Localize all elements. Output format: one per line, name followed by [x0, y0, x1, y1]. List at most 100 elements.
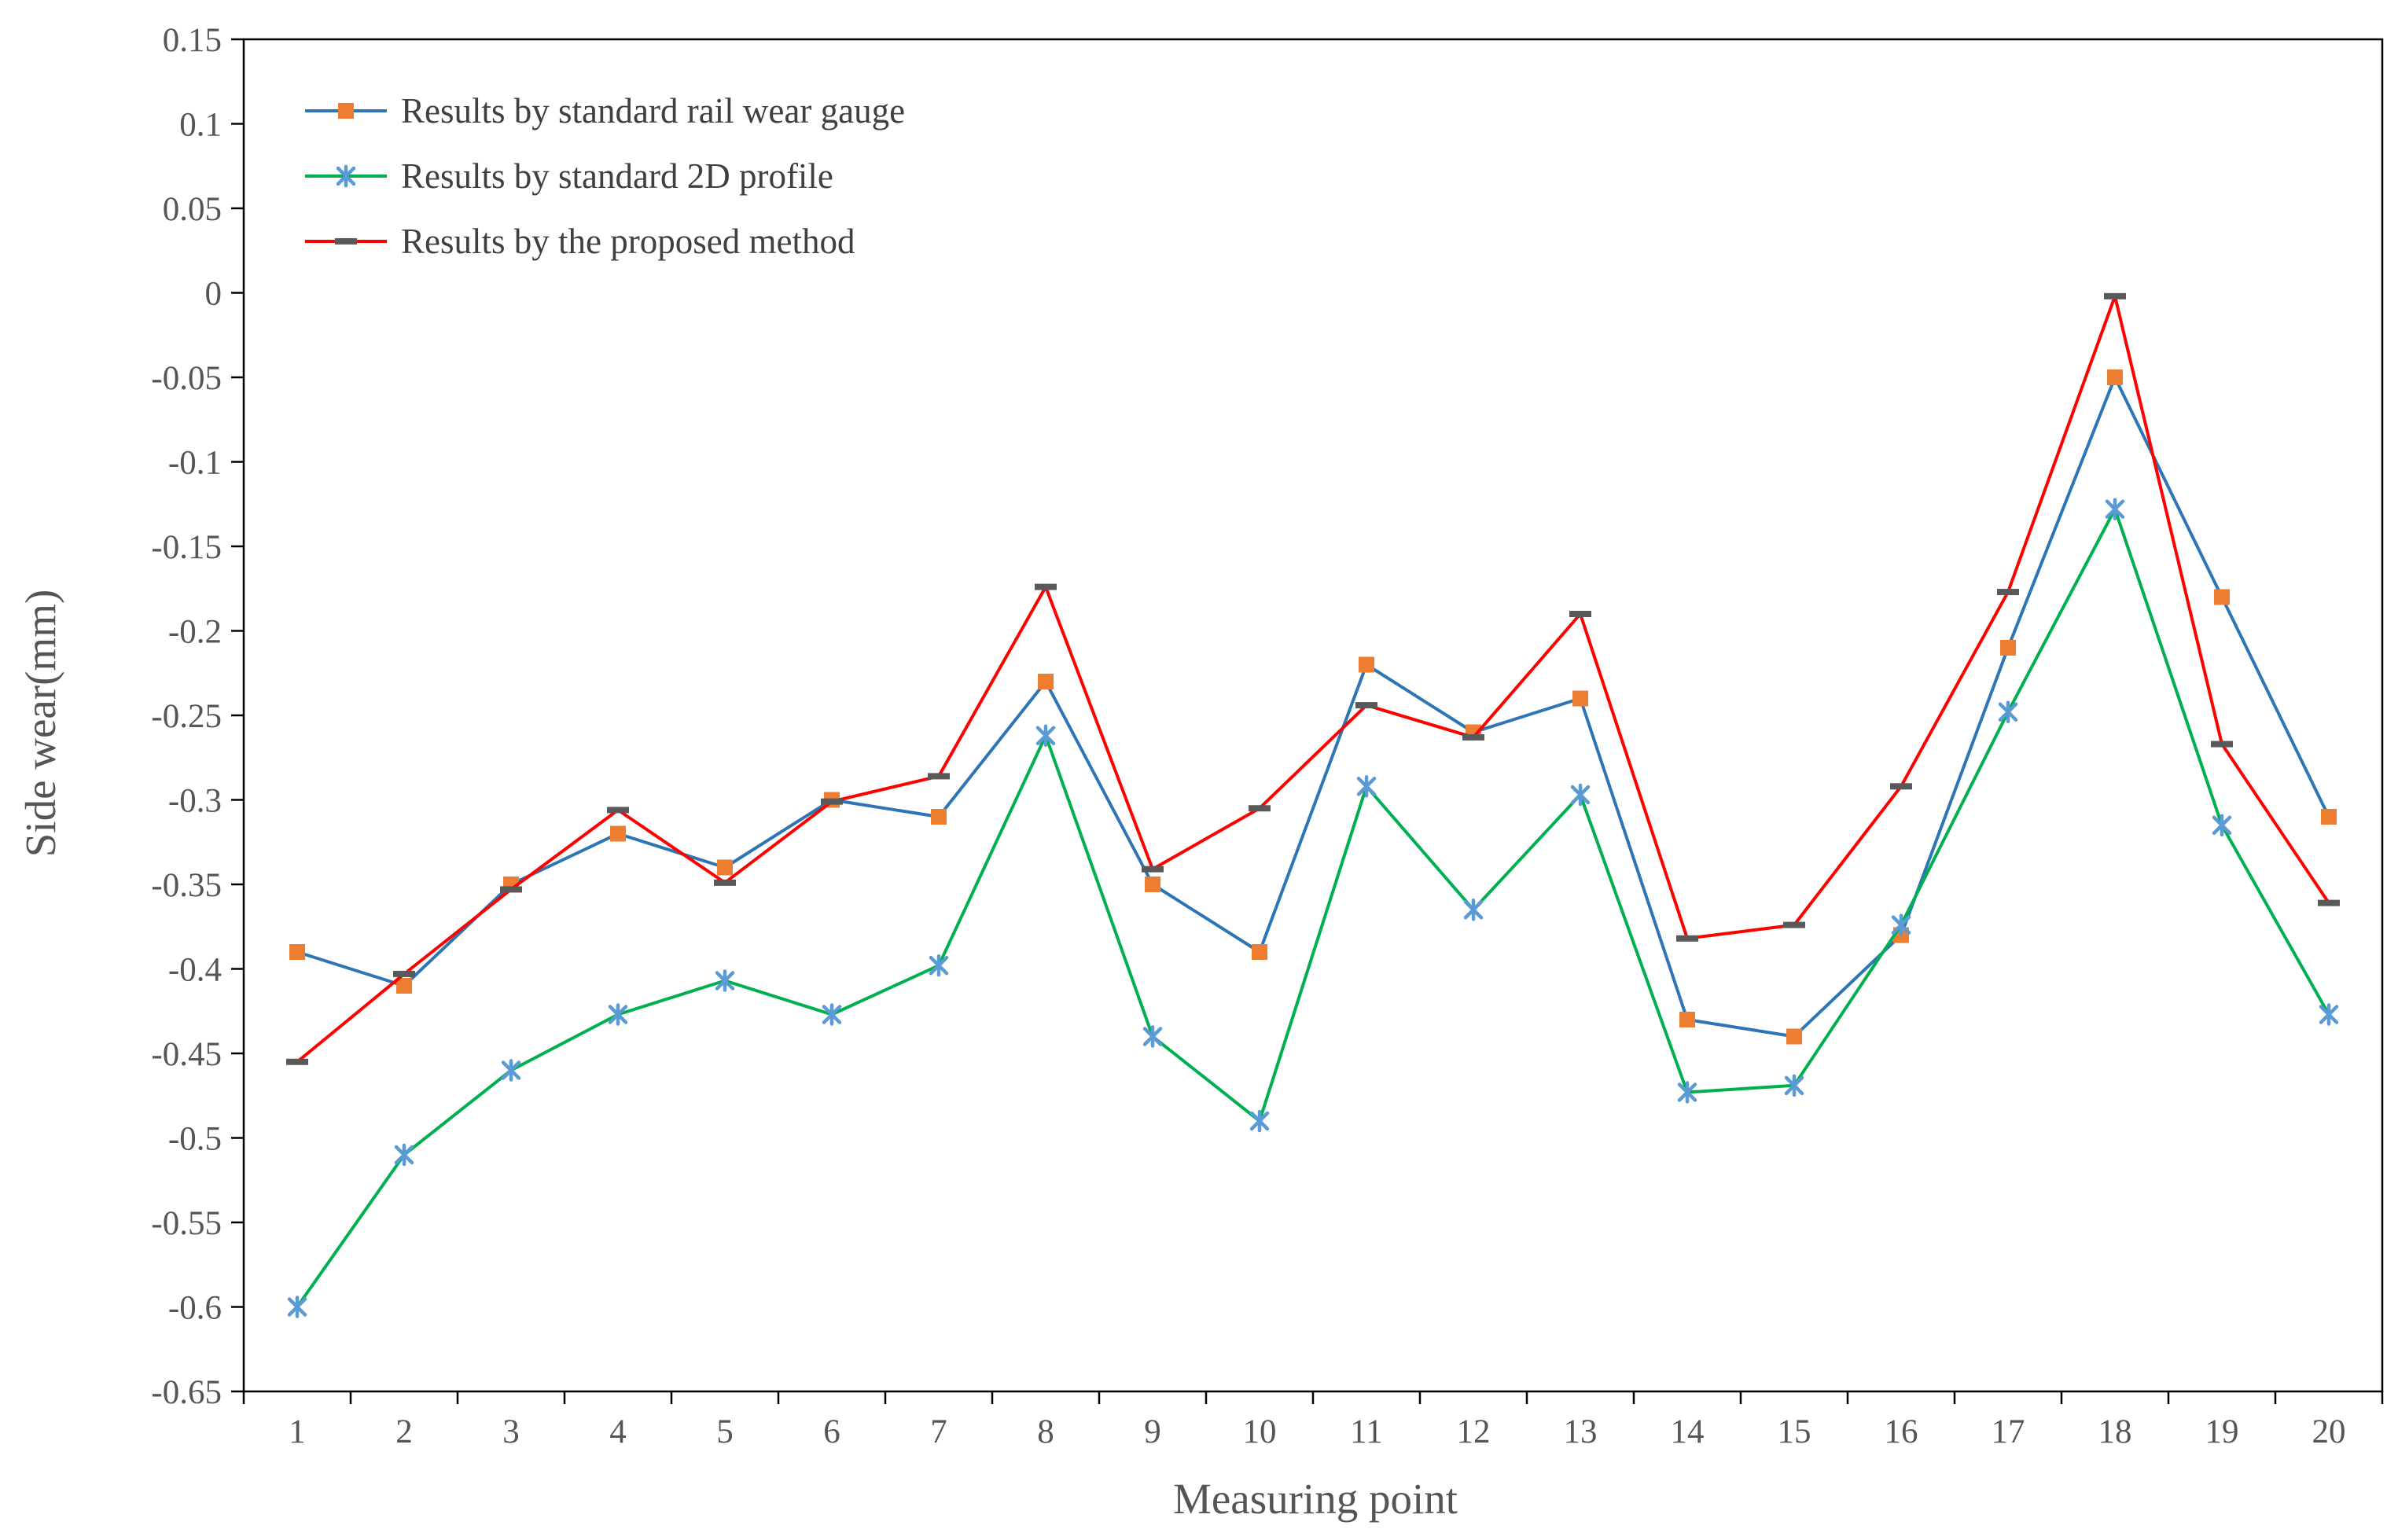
y-tick-label: -0.5: [168, 1121, 222, 1158]
data-point-star-marker: [715, 969, 735, 992]
y-tick-label: -0.35: [151, 867, 222, 904]
data-point-star-marker: [929, 954, 949, 977]
y-tick-label: -0.25: [151, 698, 222, 735]
x-tick-label: 17: [1992, 1413, 2025, 1450]
axes: 0.15 0.1 0.05 0 -0.05 -0.1 -0.15 -0.2 -0.25 -0.3 -…: [151, 22, 2384, 1450]
data-point-square-marker: [2321, 809, 2337, 825]
y-tick-label: 0: [205, 276, 223, 313]
y-tick-label: -0.3: [168, 783, 222, 820]
x-tick-label: 2: [395, 1413, 413, 1450]
series-3: [286, 292, 2340, 1065]
legend-label: Results by standard 2D profile: [401, 156, 833, 196]
data-point-dash-marker: [500, 886, 522, 893]
data-point-dash-marker: [928, 773, 950, 780]
y-tick-label: -0.05: [151, 360, 222, 397]
data-point-square-marker: [1679, 1012, 1695, 1027]
data-point-square-marker: [1786, 1028, 1802, 1045]
data-point-star-marker: [2212, 814, 2232, 836]
data-point-dash-marker: [2318, 899, 2340, 906]
x-axis-title: Measuring point: [1173, 1475, 1458, 1523]
x-tick-label: 5: [716, 1413, 734, 1450]
y-tick-label: -0.55: [151, 1205, 222, 1242]
x-tick-label: 9: [1144, 1413, 1161, 1450]
data-point-square-marker: [338, 103, 354, 119]
y-tick-label: -0.15: [151, 529, 222, 566]
data-point-square-marker: [717, 859, 733, 876]
data-point-star-marker: [1784, 1074, 1804, 1097]
data-point-dash-marker: [714, 879, 736, 886]
y-tick-label: -0.6: [168, 1290, 222, 1327]
data-point-star-marker: [608, 1003, 628, 1026]
y-tick-label: 0.05: [163, 191, 222, 228]
data-point-square-marker: [1572, 690, 1588, 707]
data-point-dash-marker: [1249, 805, 1271, 812]
data-point-square-marker: [1145, 877, 1160, 892]
legend-item: Results by standard rail wear gauge: [305, 91, 905, 130]
x-tick-label: 16: [1885, 1413, 1918, 1450]
data-point-dash-marker: [1142, 866, 1164, 873]
data-point-dash-marker: [1783, 921, 1805, 928]
legend-label: Results by the proposed method: [401, 222, 855, 261]
data-point-star-marker: [394, 1143, 414, 1167]
x-tick-label: 11: [1350, 1413, 1382, 1450]
x-tick-label: 7: [930, 1413, 947, 1450]
legend-item: Results by the proposed method: [305, 222, 855, 261]
data-point-dash-marker: [335, 238, 357, 244]
x-tick-label: 10: [1243, 1413, 1277, 1450]
data-point-star-marker: [1891, 913, 1911, 936]
data-point-star-marker: [1998, 700, 2018, 723]
data-point-dash-marker: [2211, 741, 2233, 748]
data-point-square-marker: [931, 809, 947, 825]
x-tick-label: 4: [609, 1413, 627, 1450]
data-point-star-marker: [1677, 1081, 1697, 1104]
data-point-dash-marker: [286, 1058, 308, 1065]
data-point-dash-marker: [2104, 292, 2126, 300]
data-point-dash-marker: [607, 807, 629, 814]
data-point-star-marker: [1249, 1109, 1270, 1133]
y-tick-label: -0.65: [151, 1374, 222, 1411]
data-point-star-marker: [1035, 724, 1056, 748]
x-tick-label: 8: [1037, 1413, 1054, 1450]
data-point-star-marker: [2105, 498, 2125, 520]
data-point-dash-marker: [1569, 611, 1591, 617]
series-2: [287, 498, 2339, 1318]
series-layer: [286, 292, 2340, 1318]
data-point-star-marker: [1570, 783, 1591, 807]
series-line: [296, 376, 2330, 1038]
data-point-dash-marker: [1355, 702, 1377, 709]
series-1: [289, 369, 2337, 1045]
x-tick-label: 14: [1671, 1413, 1705, 1450]
x-tick-label: 19: [2205, 1413, 2239, 1450]
x-tick-label: 13: [1564, 1413, 1598, 1450]
x-tick-label: 12: [1457, 1413, 1491, 1450]
x-tick-label: 3: [502, 1413, 520, 1450]
data-point-dash-marker: [1890, 783, 1912, 790]
data-point-dash-marker: [393, 970, 415, 977]
data-point-square-marker: [610, 825, 626, 842]
data-point-star-marker: [501, 1059, 521, 1082]
data-point-dash-marker: [1035, 583, 1057, 590]
data-point-dash-marker: [1997, 589, 2019, 596]
y-tick-label: -0.1: [168, 445, 222, 482]
data-point-square-marker: [289, 944, 305, 960]
data-point-star-marker: [1142, 1025, 1163, 1048]
data-point-square-marker: [1359, 656, 1374, 673]
data-point-dash-marker: [1676, 935, 1698, 942]
y-axis-title: Side wear(mm): [17, 590, 64, 858]
data-point-square-marker: [1252, 944, 1267, 960]
y-tick-label: 0.15: [163, 22, 222, 59]
x-tick-label: 20: [2312, 1413, 2346, 1450]
data-point-square-marker: [1038, 674, 1054, 689]
x-tick-label: 18: [2098, 1413, 2132, 1450]
data-point-star-marker: [2319, 1003, 2339, 1026]
y-tick-label: -0.2: [168, 614, 222, 651]
data-point-star-marker: [822, 1003, 842, 1026]
legend-label: Results by standard rail wear gauge: [401, 91, 905, 130]
y-tick-label: -0.45: [151, 1036, 222, 1073]
series-line: [296, 507, 2330, 1308]
data-point-star-marker: [336, 164, 356, 188]
x-tick-label: 1: [289, 1413, 306, 1450]
data-point-square-marker: [396, 978, 412, 994]
